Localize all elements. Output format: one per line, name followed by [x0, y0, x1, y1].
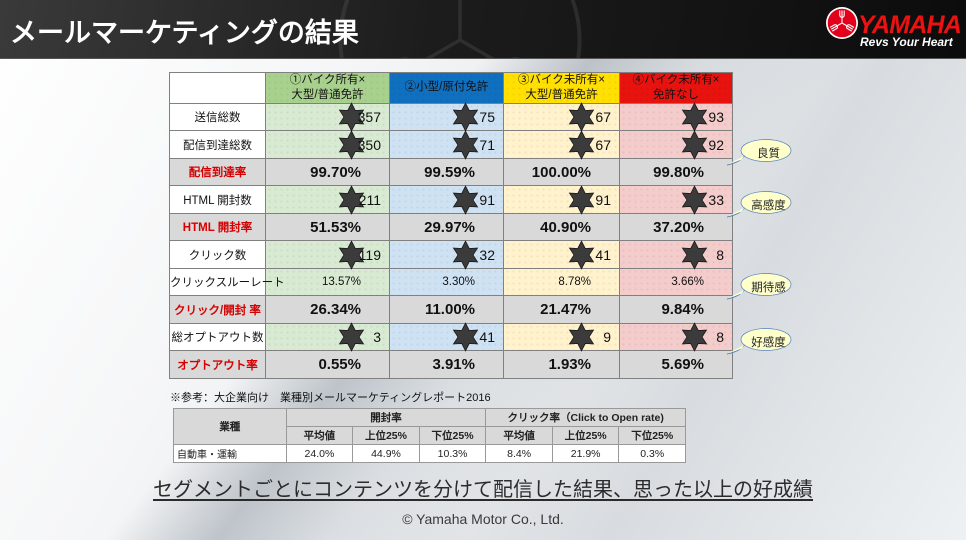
svg-text:Revs Your Heart: Revs Your Heart [860, 35, 954, 49]
